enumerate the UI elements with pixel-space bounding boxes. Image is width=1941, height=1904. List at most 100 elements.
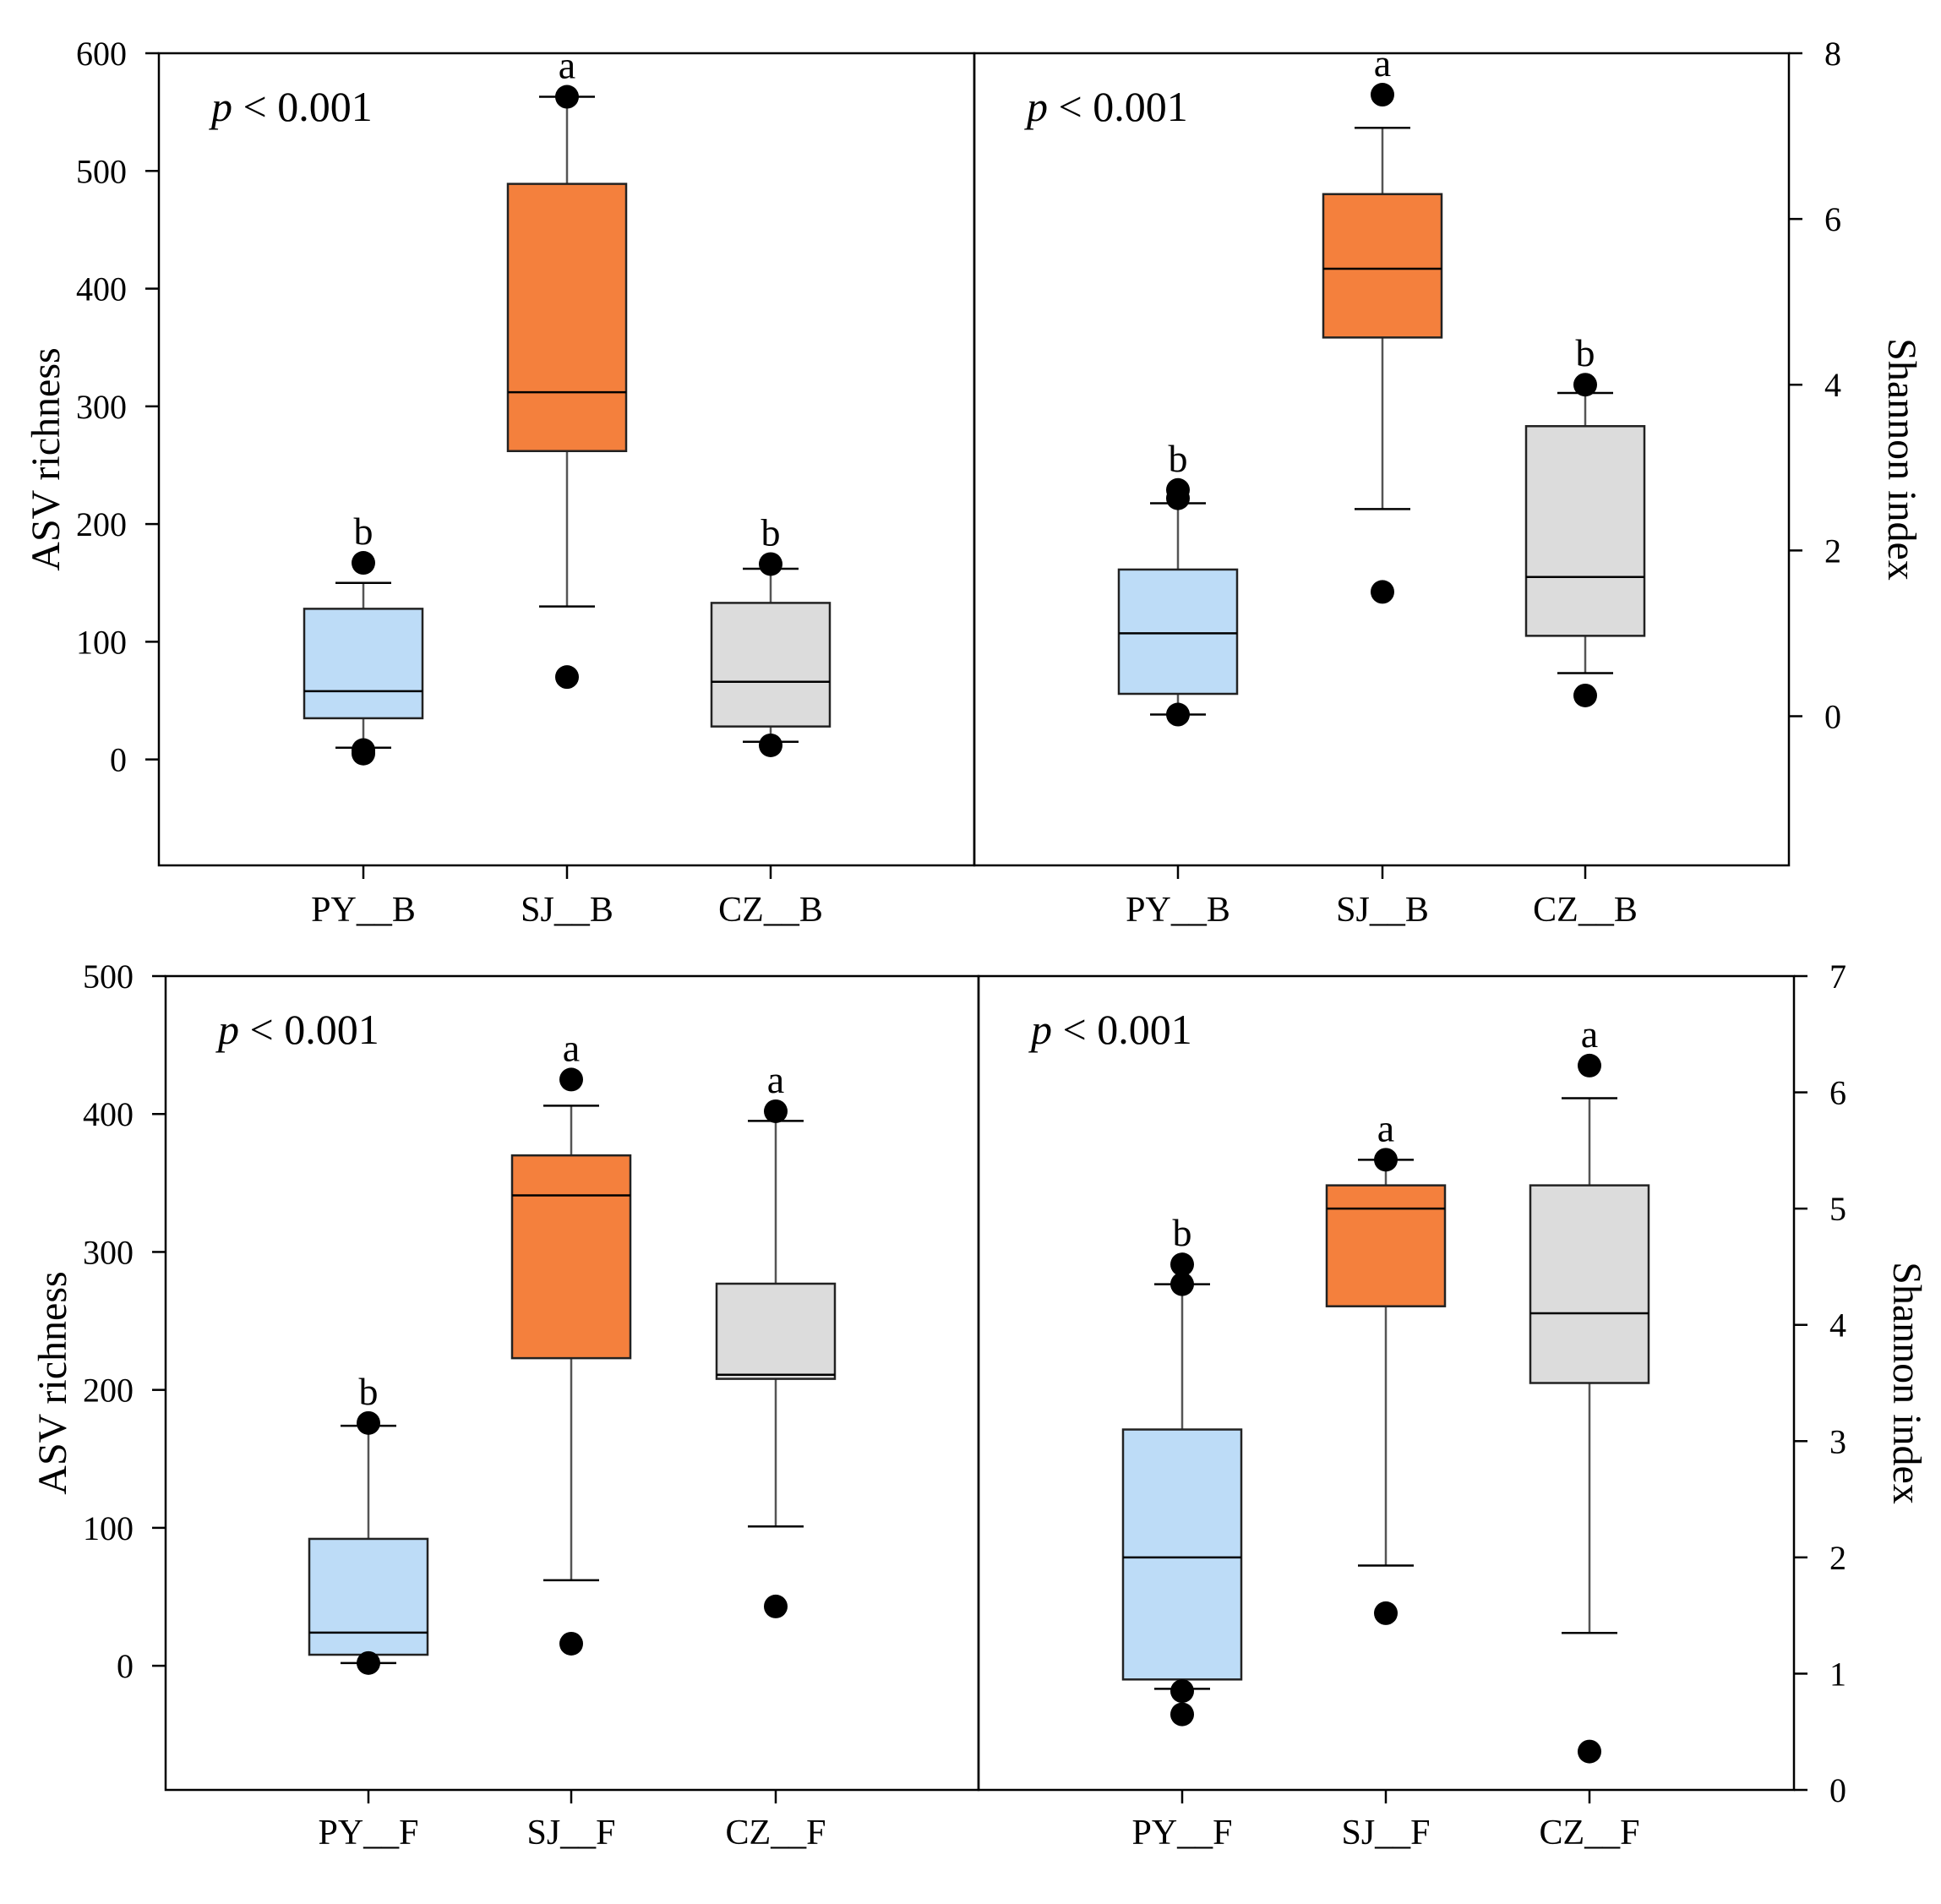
outlier-point	[1374, 1148, 1398, 1171]
significance-letter: a	[563, 1026, 580, 1069]
y-axis-title: ASV richness	[24, 347, 68, 570]
box-iqr	[1123, 1430, 1241, 1680]
significance-letter: a	[767, 1058, 784, 1101]
y-tick-label: 7	[1829, 957, 1846, 996]
box-group-SJ__B: a SJ__B	[1323, 41, 1442, 930]
y-tick-label: 2	[1829, 1539, 1846, 1577]
y-tick-label: 300	[83, 1233, 134, 1271]
significance-letter: a	[559, 44, 575, 87]
outlier-point	[759, 734, 782, 757]
outlier-point	[1573, 684, 1597, 707]
x-category-label: PY__F	[1131, 1814, 1232, 1852]
y-tick-label: 6	[1829, 1074, 1846, 1112]
x-category-label: CZ__F	[1539, 1814, 1639, 1852]
significance-letter: b	[1173, 1211, 1192, 1254]
significance-letter: b	[354, 510, 373, 553]
y-tick-label: 500	[83, 957, 134, 996]
y-tick-label: 0	[1829, 1771, 1846, 1809]
y-tick-label: 400	[83, 1095, 134, 1133]
outlier-point	[555, 665, 579, 689]
y-tick-label: 500	[76, 152, 127, 190]
x-category-label: SJ__F	[1341, 1814, 1430, 1852]
significance-letter: a	[1377, 1106, 1394, 1149]
y-axis-title: ASV richness	[30, 1271, 75, 1494]
significance-letter: b	[359, 1370, 379, 1413]
boxplot-figure: 0100200300400500600ASV richnessp < 0.001…	[0, 0, 1941, 1904]
outlier-point	[357, 1411, 380, 1435]
y-tick-label: 8	[1824, 35, 1841, 73]
y-tick-label: 5	[1829, 1190, 1846, 1228]
outlier-point	[1573, 373, 1597, 396]
y-tick-label: 200	[76, 505, 127, 543]
x-category-label: SJ__B	[1336, 891, 1429, 930]
y-axis-title: Shannon index	[1884, 1262, 1929, 1504]
box-group-CZ__B: b CZ__B	[1526, 331, 1644, 930]
outlier-point	[559, 1067, 583, 1091]
significance-letter: b	[1576, 331, 1595, 374]
x-category-label: PY__F	[318, 1814, 418, 1852]
y-tick-label: 600	[76, 35, 127, 73]
outlier-point	[1371, 83, 1394, 106]
box-group-SJ__B: a SJ__B	[508, 44, 626, 930]
outlier-point	[352, 551, 375, 575]
p-value-annotation: p < 0.001	[215, 1006, 379, 1053]
outlier-point	[764, 1595, 788, 1618]
y-tick-label: 3	[1829, 1422, 1846, 1460]
outlier-point	[1374, 1601, 1398, 1625]
panel-bottom-left: 0 100 200 300 400 500 ASV richness p < 0.001 b PY…	[30, 957, 979, 1852]
y-tick-label: 300	[76, 388, 127, 426]
panel-bottom-right: 0 1 2 3 4 5 6 7 Shannon index p < 0.001 b PY__F a SJ_…	[979, 957, 1929, 1852]
y-tick-label: 4	[1824, 366, 1841, 404]
x-category-label: SJ__F	[526, 1814, 615, 1852]
x-category-label: SJ__B	[521, 891, 613, 930]
p-value-annotation: p < 0.001	[209, 83, 373, 130]
p-value-annotation: p < 0.001	[1028, 1006, 1192, 1053]
y-tick-label: 200	[83, 1372, 134, 1410]
box-group-PY__F: b PY__F	[1123, 1211, 1241, 1852]
y-tick-label: 4	[1829, 1307, 1846, 1345]
box-iqr	[712, 603, 830, 726]
box-iqr	[309, 1539, 428, 1655]
significance-letter: a	[1581, 1012, 1598, 1056]
outlier-point	[1170, 1679, 1194, 1703]
y-tick-label: 100	[83, 1509, 134, 1547]
outlier-point	[1578, 1740, 1601, 1764]
outlier-point	[1170, 1252, 1194, 1276]
box-group-CZ__B: b CZ__B	[712, 510, 830, 930]
y-tick-label: 1	[1829, 1655, 1846, 1693]
panel-top-left: 0 100 200 300 400 500 600 ASV richness p < 0.001…	[24, 35, 974, 930]
box-group-PY__B: b PY__B	[1119, 437, 1237, 930]
y-tick-label: 100	[76, 623, 127, 661]
x-category-label: CZ__B	[1533, 891, 1638, 930]
box-iqr	[1323, 194, 1442, 338]
outlier-point	[1170, 1703, 1194, 1727]
outlier-point	[559, 1632, 583, 1656]
outlier-point	[759, 552, 782, 576]
box-group-PY__F: b PY__F	[309, 1370, 428, 1852]
p-value-annotation: p < 0.001	[1024, 83, 1188, 130]
x-category-label: PY__B	[311, 891, 416, 930]
outlier-point	[357, 1651, 380, 1675]
box-iqr	[508, 184, 626, 451]
outlier-point	[1371, 580, 1394, 603]
x-category-label: CZ__F	[725, 1814, 826, 1852]
box-iqr	[1526, 426, 1644, 636]
significance-letter: a	[1374, 41, 1391, 85]
box-group-SJ__F: a SJ__F	[1327, 1106, 1445, 1852]
y-tick-label: 2	[1824, 532, 1841, 570]
x-category-label: CZ__B	[718, 891, 823, 930]
y-tick-label: 6	[1824, 200, 1841, 238]
y-axis-title: Shannon index	[1879, 338, 1924, 581]
box-iqr	[1119, 570, 1237, 694]
outlier-point	[764, 1099, 788, 1123]
outlier-point	[352, 739, 375, 762]
y-tick-label: 0	[1824, 697, 1841, 735]
panel-top-right: 0 2 4 6 8 Shannon index p < 0.001 b PY__B a SJ__B b…	[974, 35, 1924, 930]
outlier-point	[1166, 478, 1190, 502]
box-iqr	[304, 608, 423, 718]
box-iqr	[512, 1155, 630, 1358]
y-tick-label: 400	[76, 270, 127, 308]
y-tick-label: 0	[117, 1647, 134, 1685]
box-group-SJ__F: a SJ__F	[512, 1026, 630, 1852]
box-group-CZ__F: a CZ__F	[717, 1058, 835, 1852]
